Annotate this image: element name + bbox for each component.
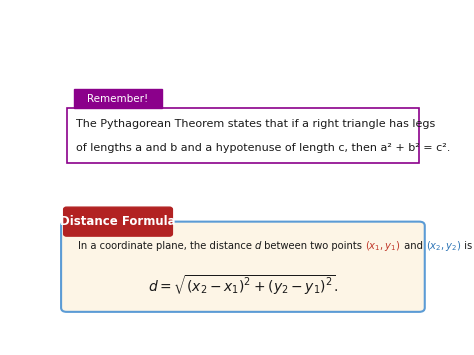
- Text: In a coordinate plane, the distance: In a coordinate plane, the distance: [78, 241, 255, 251]
- Text: and: and: [401, 241, 426, 251]
- Text: $d = \sqrt{(x_2 - x_1)^2 +( y_2 - y_1)^2}.$: $d = \sqrt{(x_2 - x_1)^2 +( y_2 - y_1)^2…: [148, 273, 338, 297]
- Text: is: is: [461, 241, 473, 251]
- FancyBboxPatch shape: [74, 89, 162, 108]
- FancyBboxPatch shape: [66, 108, 419, 163]
- FancyBboxPatch shape: [64, 207, 173, 236]
- Text: $(x_2, y_2)$: $(x_2, y_2)$: [426, 239, 461, 253]
- FancyBboxPatch shape: [61, 222, 425, 312]
- Text: Remember!: Remember!: [87, 94, 149, 104]
- Text: $(x_1, y_1)$: $(x_1, y_1)$: [365, 239, 401, 253]
- Text: Distance Formula: Distance Formula: [60, 215, 176, 228]
- Text: of lengths a and b and a hypotenuse of length c, then a² + b² = c².: of lengths a and b and a hypotenuse of l…: [76, 143, 450, 153]
- Text: d: d: [255, 241, 261, 251]
- Text: The Pythagorean Theorem states that if a right triangle has legs: The Pythagorean Theorem states that if a…: [76, 119, 435, 129]
- Text: between two points: between two points: [261, 241, 365, 251]
